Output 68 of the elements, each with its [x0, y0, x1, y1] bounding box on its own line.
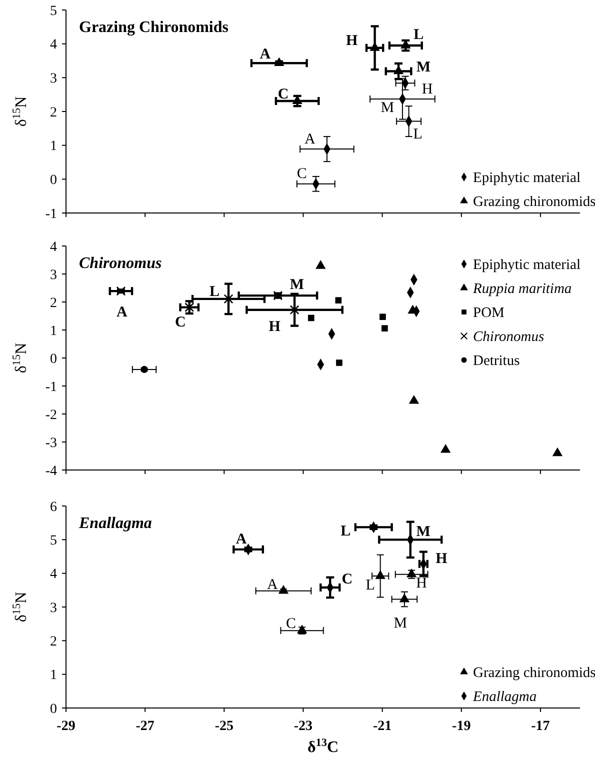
- data-label: M: [416, 524, 430, 540]
- data-label: H: [346, 33, 358, 50]
- text: Chironomus: [79, 255, 162, 272]
- y-tick-label: 0: [50, 352, 57, 367]
- y-tick-label: 0: [50, 173, 57, 188]
- data-label: H: [436, 551, 448, 568]
- legend-label: Epiphytic material: [473, 170, 581, 186]
- x-tick-label: -19: [452, 719, 471, 734]
- legend-label: Grazing chironomids: [473, 665, 595, 682]
- y-tick-label: 1: [50, 324, 57, 339]
- y-tick-label: -2: [45, 408, 57, 423]
- data-label: L: [340, 523, 351, 540]
- x-tick-label: -29: [56, 719, 76, 734]
- data-label: C: [278, 86, 289, 102]
- data-label: L: [209, 284, 220, 300]
- y-tick-label: 6: [50, 500, 57, 515]
- x-tick-label: -21: [372, 719, 392, 734]
- legend-label: Ruppia maritima: [472, 281, 572, 298]
- y-tick-label: -3: [45, 436, 57, 451]
- legend-label: Detritus: [473, 353, 520, 370]
- y-tick-label: 4: [50, 240, 57, 255]
- data-label: C: [286, 616, 296, 632]
- y-tick-label: 1: [50, 668, 57, 684]
- y-tick-label: 5: [50, 534, 57, 549]
- legend-label: POM: [473, 305, 505, 322]
- y-tick-label: 2: [50, 105, 57, 120]
- data-label: C: [174, 314, 186, 331]
- legend-label: Chironomus: [473, 329, 545, 346]
- data-label: L: [413, 126, 422, 143]
- data-label: A: [267, 577, 278, 594]
- data-label: H: [422, 81, 433, 98]
- data-label: C: [296, 166, 307, 182]
- data-label: M: [416, 59, 431, 76]
- data-label: M: [394, 616, 408, 632]
- y-tick-label: 4: [50, 38, 57, 53]
- x-tick-label: -23: [294, 719, 313, 734]
- y-tick-label: -1: [45, 206, 57, 222]
- y-tick-label: 3: [50, 600, 57, 616]
- y-tick-label: -1: [45, 380, 57, 395]
- y-tick-label: 3: [50, 72, 57, 87]
- y-tick-label: 0: [50, 702, 57, 717]
- legend-label: Enallagma: [472, 689, 537, 706]
- data-label: A: [116, 304, 128, 320]
- data-label: L: [414, 26, 424, 43]
- data-label: C: [342, 572, 353, 588]
- data-label: A: [260, 46, 271, 62]
- data-label: A: [236, 532, 247, 548]
- y-tick-label: 1: [50, 139, 57, 154]
- x-axis-title: δ$^{13}$C: [307, 737, 339, 756]
- y-tick-label: -4: [45, 464, 57, 479]
- y-tick-label: 4: [50, 567, 57, 582]
- legend-label: Grazing chironomids: [473, 194, 595, 210]
- data-label: H: [416, 576, 428, 592]
- y-tick-label: 2: [50, 296, 57, 311]
- legend-label: Epiphytic material: [473, 257, 581, 274]
- y-tick-label: 5: [50, 4, 57, 19]
- data-label: L: [366, 577, 375, 594]
- data-label: M: [290, 276, 304, 293]
- x-tick-label: -27: [136, 719, 154, 734]
- y-tick-label: 3: [50, 268, 57, 283]
- data-label: M: [380, 100, 394, 116]
- data-label: H: [268, 319, 281, 336]
- text: Enallagma: [78, 515, 152, 532]
- x-tick-label: -17: [531, 719, 550, 734]
- text: Grazing Chironomids: [79, 19, 228, 36]
- data-label: A: [304, 131, 316, 148]
- y-tick-label: 2: [50, 634, 57, 650]
- x-tick-label: -25: [214, 719, 234, 734]
